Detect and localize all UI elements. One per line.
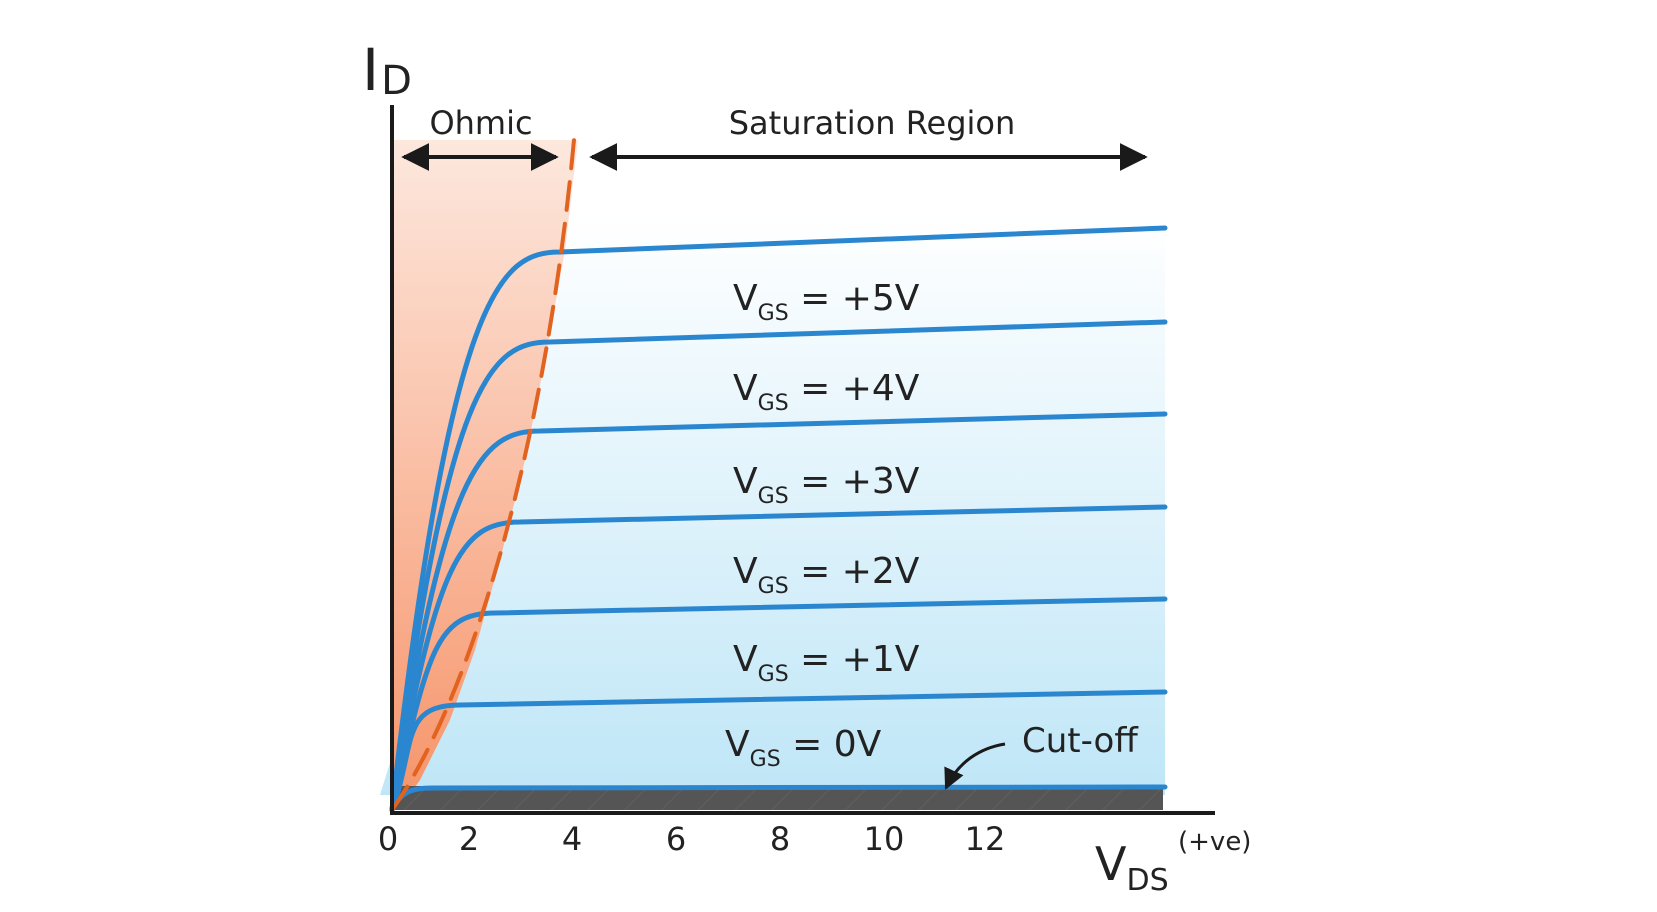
x-axis-unit-note: (+ve) [1178, 827, 1251, 857]
cutoff-pointer [944, 742, 1006, 790]
x-tick-label: 2 [459, 820, 479, 858]
x-tick-label: 8 [770, 820, 790, 858]
vgs-2-curve [389, 504, 1168, 813]
vgs-3-curve [389, 411, 1168, 813]
x-tick-label: 10 [864, 820, 905, 858]
vgs-5-label: VGS = +5V [733, 278, 920, 326]
vgs-5-curve [389, 225, 1168, 813]
saturation-label: Saturation Region [729, 104, 1016, 142]
vgs-labels: VGS = +5V VGS = +4V VGS = +3V VGS = +2V VGS … [725, 278, 920, 772]
x-axis-label: VDS [1095, 837, 1169, 898]
vgs-4-label: VGS = +4V [733, 368, 920, 416]
vgs-4-curve [389, 319, 1168, 813]
x-tick-label: 6 [666, 820, 686, 858]
vgs-0-curve [389, 689, 1168, 813]
x-tick-labels: 0 2 4 6 8 10 12 [378, 820, 1006, 858]
x-tick-label: 12 [965, 820, 1006, 858]
vgs-1-label: VGS = +1V [733, 639, 920, 687]
x-tick-label: 4 [562, 820, 582, 858]
x-tick-label: 0 [378, 820, 398, 858]
pinch-off-boundary [390, 138, 576, 812]
vgs-2-label: VGS = +2V [733, 551, 920, 599]
saturation-region-fill [380, 215, 1165, 795]
y-axis-label: ID [362, 36, 412, 104]
cutoff-label: Cut-off [1022, 721, 1139, 761]
ohmic-label: Ohmic [429, 104, 532, 142]
vgs-3-label: VGS = +3V [733, 461, 920, 509]
vgs-0-label: VGS = 0V [725, 724, 882, 772]
